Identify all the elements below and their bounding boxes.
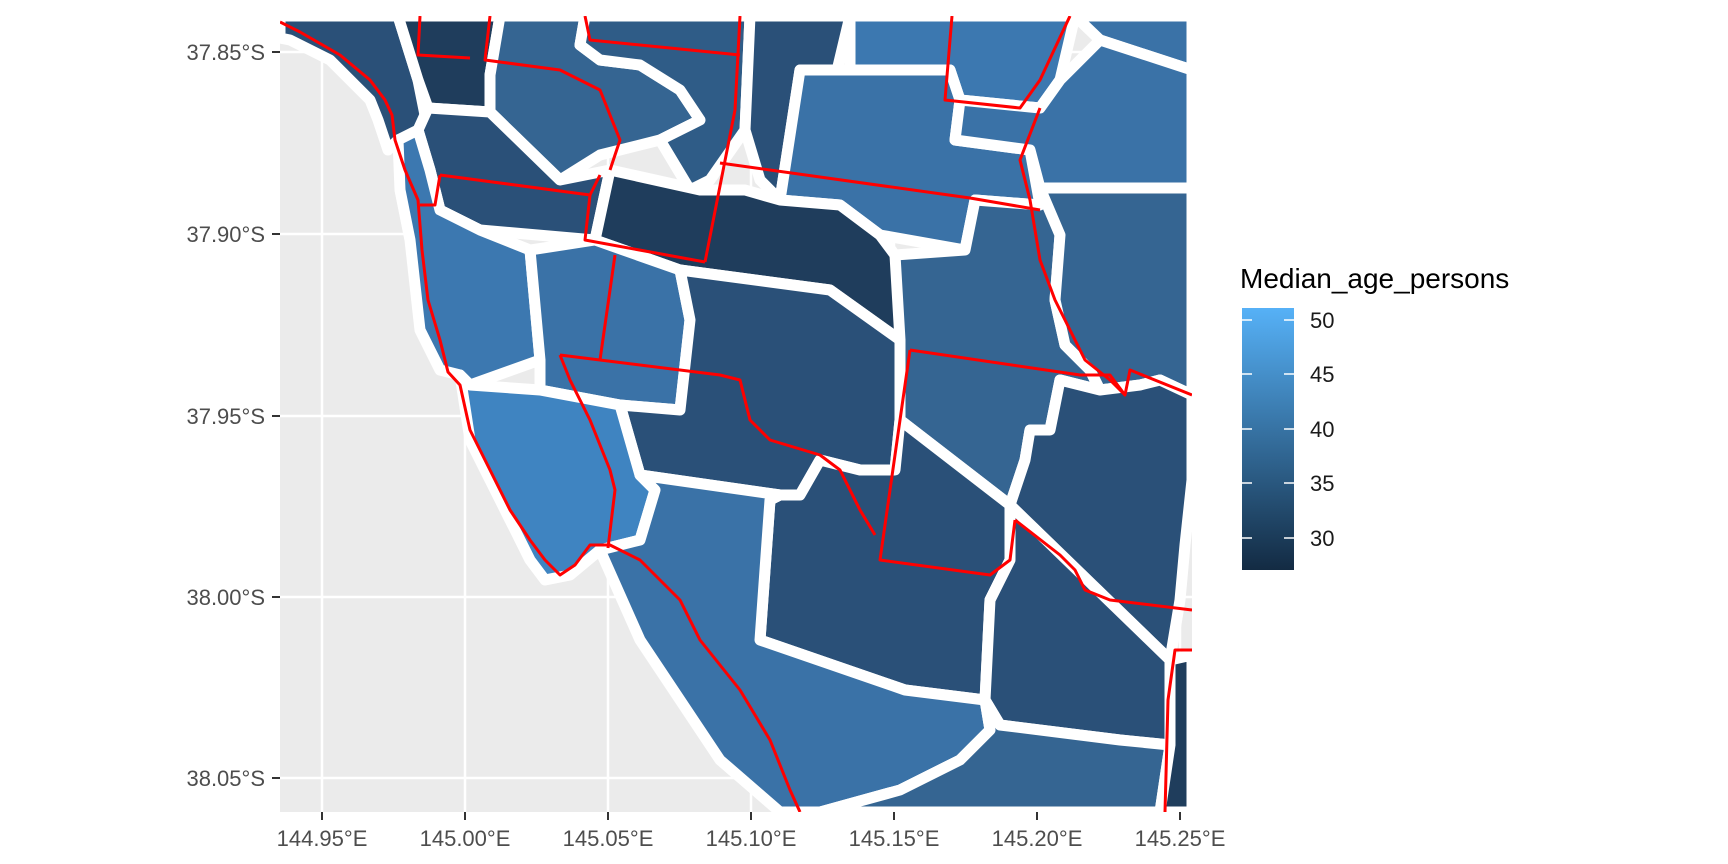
x-tick-label: 145.20°E	[992, 826, 1083, 851]
boundary-line	[559, 353, 877, 536]
x-tick-label: 145.15°E	[849, 826, 940, 851]
boundary-line	[483, 16, 622, 171]
y-tick-label: 38.05°S	[186, 766, 265, 791]
legend-title: Median_age_persons	[1240, 263, 1509, 294]
legend-label: 40	[1310, 417, 1334, 442]
boundary-line	[583, 194, 706, 264]
boundary-line	[1018, 107, 1127, 397]
x-tick-label: 145.10°E	[706, 826, 797, 851]
boundary-line	[878, 349, 1017, 577]
boundary-line	[583, 16, 741, 57]
boundary-line	[909, 348, 1192, 397]
region-polygon	[1154, 649, 1192, 812]
boundary-line	[703, 16, 742, 263]
legend-label: 35	[1310, 471, 1334, 496]
x-tick-label: 144.95°E	[277, 826, 368, 851]
map-regions	[280, 16, 1192, 812]
legend-label: 45	[1310, 362, 1334, 387]
y-tick-label: 37.85°S	[186, 40, 265, 65]
region-polygon	[814, 694, 1176, 812]
x-axis: 144.95°E 145.00°E 145.05°E 145.10°E 145.…	[277, 812, 1226, 851]
legend: Median_age_persons 50 45 40 35 30	[1240, 263, 1509, 570]
coastline-boundary	[280, 20, 802, 812]
boundary-line	[943, 16, 1072, 110]
region-polygon	[949, 34, 1192, 194]
boundary-line	[1014, 518, 1192, 612]
y-tick-label: 37.90°S	[186, 222, 265, 247]
red-boundary-lines	[280, 16, 1192, 812]
y-tick-label: 37.95°S	[186, 404, 265, 429]
x-tick-label: 145.25°E	[1135, 826, 1226, 851]
boundary-line	[719, 161, 1041, 212]
legend-label: 30	[1310, 526, 1334, 551]
region-polygon	[524, 234, 696, 416]
x-tick-label: 145.05°E	[563, 826, 654, 851]
y-tick-label: 38.00°S	[186, 585, 265, 610]
boundary-line	[598, 254, 617, 361]
x-tick-label: 145.00°E	[420, 826, 511, 851]
boundary-line	[1163, 648, 1192, 812]
boundary-line	[558, 354, 617, 549]
y-axis: 37.85°S 37.90°S 37.95°S 38.00°S 38.05°S	[186, 40, 280, 791]
region-polygon	[1004, 374, 1192, 666]
legend-colorbar	[1242, 308, 1294, 570]
legend-label: 50	[1310, 308, 1334, 333]
boundary-line	[420, 174, 442, 207]
boundary-line	[416, 16, 471, 60]
